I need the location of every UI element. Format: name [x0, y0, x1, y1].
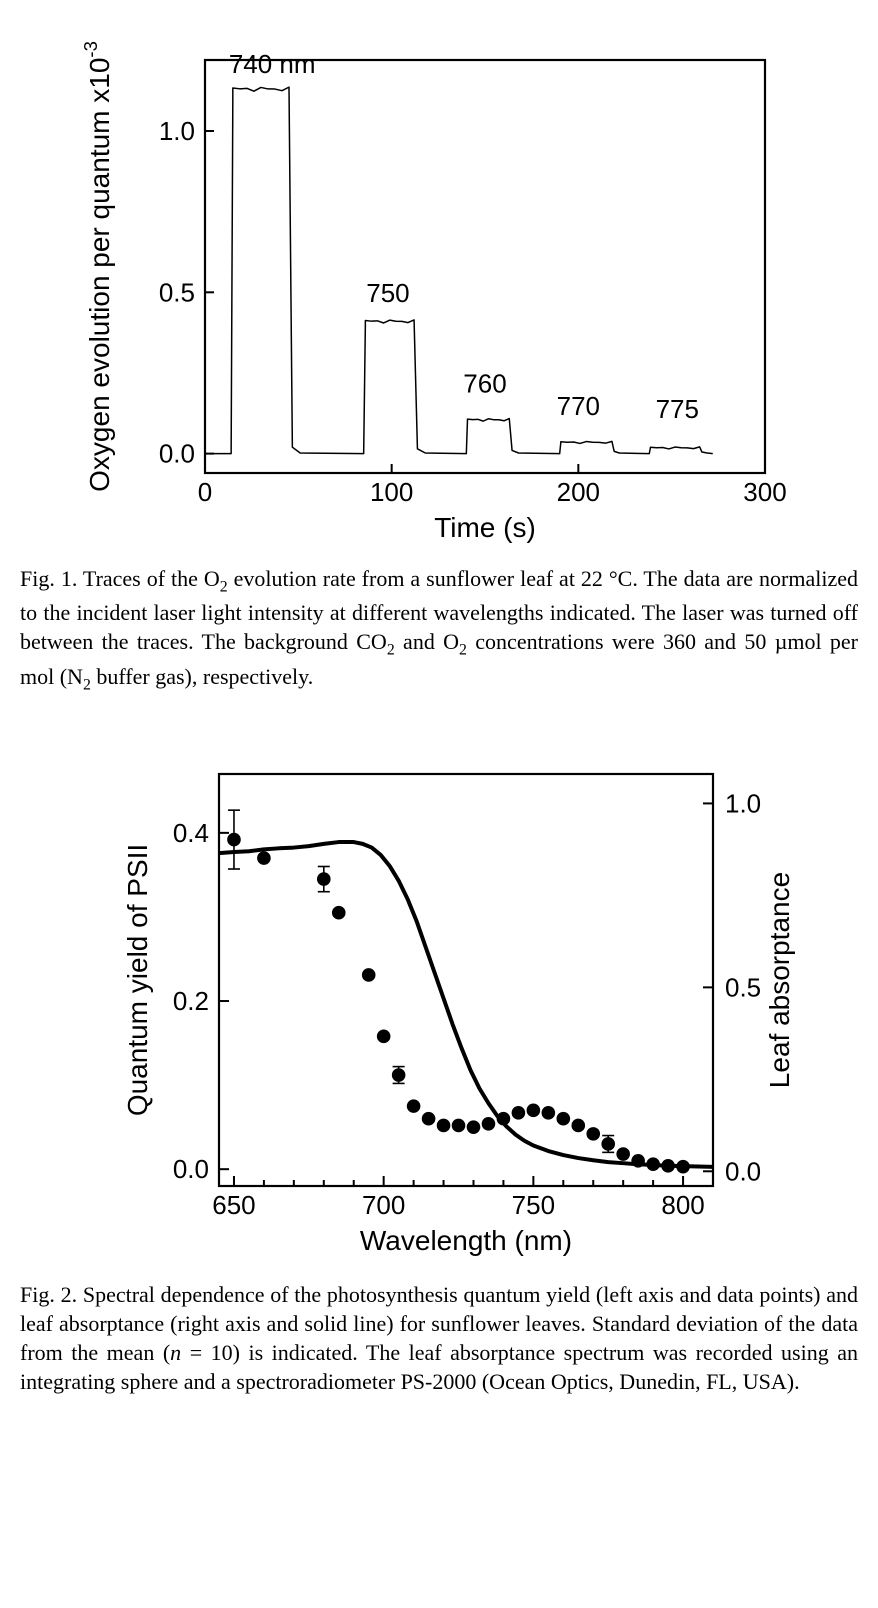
svg-text:650: 650 [212, 1190, 255, 1220]
svg-text:Wavelength (nm): Wavelength (nm) [360, 1225, 572, 1256]
svg-text:Leaf absorptance: Leaf absorptance [764, 872, 795, 1088]
svg-text:0.0: 0.0 [725, 1156, 761, 1186]
figure-2: 650 700 750 800 Wavelength (nm) 0.0 0.2 0.4 Quan… [20, 736, 858, 1396]
svg-text:Time (s): Time (s) [434, 512, 536, 543]
figure-2-chart: 650 700 750 800 Wavelength (nm) 0.0 0.2 0.4 Quan… [59, 736, 819, 1266]
svg-text:0.2: 0.2 [173, 986, 209, 1016]
svg-text:800: 800 [661, 1190, 704, 1220]
svg-text:300: 300 [743, 477, 786, 507]
svg-text:1.0: 1.0 [159, 116, 195, 146]
figure-2-caption: Fig. 2. Spectral dependence of the photo… [20, 1280, 858, 1396]
svg-text:770: 770 [557, 391, 600, 421]
svg-text:760: 760 [463, 368, 506, 398]
svg-text:700: 700 [362, 1190, 405, 1220]
svg-text:740 nm: 740 nm [229, 49, 316, 79]
svg-text:0.4: 0.4 [173, 818, 209, 848]
svg-text:Oxygen evolution per quantum x: Oxygen evolution per quantum x10-3 [80, 41, 115, 492]
svg-text:0.0: 0.0 [173, 1154, 209, 1184]
svg-text:0.5: 0.5 [159, 277, 195, 307]
svg-text:0: 0 [198, 477, 212, 507]
svg-text:750: 750 [366, 278, 409, 308]
svg-text:Quantum yield of PSII: Quantum yield of PSII [122, 844, 153, 1116]
figure-1: 0 100 200 300 Time (s) 0.0 0.5 1.0 Oxygen evolut… [20, 20, 858, 696]
figure-1-chart: 0 100 200 300 Time (s) 0.0 0.5 1.0 Oxygen evolut… [59, 20, 819, 550]
svg-text:750: 750 [512, 1190, 555, 1220]
svg-text:775: 775 [656, 394, 699, 424]
svg-text:100: 100 [370, 477, 413, 507]
svg-text:0.0: 0.0 [159, 439, 195, 469]
figure-1-caption: Fig. 1. Traces of the O2 evolution rate … [20, 564, 858, 696]
svg-text:1.0: 1.0 [725, 788, 761, 818]
svg-text:0.5: 0.5 [725, 972, 761, 1002]
svg-text:200: 200 [557, 477, 600, 507]
